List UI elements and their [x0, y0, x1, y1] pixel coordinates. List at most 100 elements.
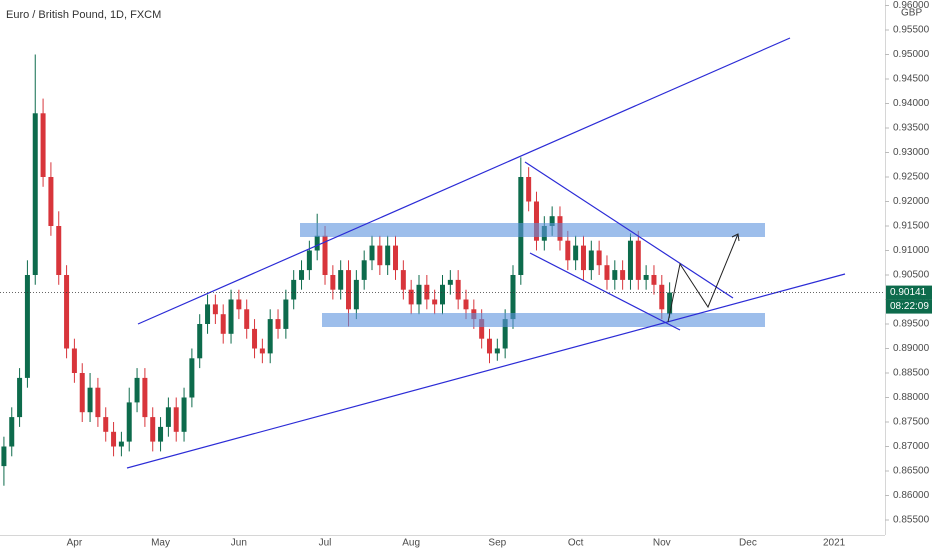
y-tick-label: 0.92500: [893, 172, 930, 183]
last-price-label: 0.90141: [890, 287, 927, 298]
candle-body: [40, 113, 46, 177]
x-tick-label: Dec: [739, 538, 757, 549]
candle-body: [48, 176, 54, 226]
candle-body: [150, 417, 156, 442]
arrow-head: [731, 233, 740, 242]
candle-body: [205, 304, 211, 324]
y-tick-label: 0.89000: [893, 343, 930, 354]
y-tick-label: 0.89500: [893, 319, 930, 330]
y-tick-label: 0.88500: [893, 368, 930, 379]
y-tick-label: 0.90500: [893, 270, 930, 281]
candle-body: [291, 279, 297, 300]
candle-body: [565, 240, 571, 261]
candle-body: [228, 299, 234, 334]
candle-body: [369, 245, 375, 261]
candle-body: [165, 407, 171, 427]
candle-body: [479, 319, 485, 339]
candle-body: [1, 446, 7, 467]
candle-body: [118, 441, 124, 447]
candle-body: [416, 284, 422, 305]
candle-body: [588, 250, 594, 271]
candle-body: [64, 274, 70, 349]
candle-body: [142, 377, 148, 418]
y-tick-label: 0.94000: [893, 98, 930, 109]
candle-body: [659, 284, 665, 310]
x-tick-label: Jun: [231, 538, 247, 549]
candle-body: [56, 225, 62, 275]
candle-body: [494, 348, 500, 354]
symbol-title: Euro / British Pound, 1D, FXCM: [6, 9, 161, 21]
candle-body: [627, 240, 633, 280]
time-axis: [0, 535, 885, 550]
candle-body: [486, 338, 492, 354]
y-tick-label: 0.94500: [893, 74, 930, 85]
y-axis: 0.85500 0.86000 0.86500 0.87000 0.87500 0.880…: [885, 0, 930, 526]
candle-body: [158, 426, 164, 442]
candle-body: [236, 299, 242, 310]
y-tick-label: 0.93000: [893, 147, 930, 158]
candle-body: [173, 407, 179, 432]
candle-body: [377, 245, 383, 266]
candle-body: [533, 201, 539, 241]
candle-body: [432, 299, 438, 305]
candle-body: [651, 274, 657, 285]
candle-body: [526, 176, 532, 202]
resistance-zone: [300, 223, 765, 237]
candle-body: [385, 245, 391, 266]
x-tick-label: Sep: [488, 538, 506, 549]
candle-body: [455, 279, 461, 300]
candle-body: [267, 319, 273, 354]
candle-body: [408, 289, 414, 305]
y-tick-label: 0.88000: [893, 392, 930, 403]
x-tick-label: Nov: [653, 538, 671, 549]
candle-body: [306, 250, 312, 271]
candle-body: [463, 299, 469, 310]
candle-body: [252, 328, 258, 349]
candle-body: [393, 245, 399, 271]
candle-body: [635, 240, 641, 280]
candle-body: [400, 270, 406, 290]
y-tick-label: 0.95500: [893, 25, 930, 36]
y-tick-label: 0.92000: [893, 196, 930, 207]
candle-body: [346, 270, 352, 310]
x-tick-label: 2021: [823, 538, 846, 549]
y-tick-label: 0.85500: [893, 515, 930, 526]
countdown-box: [886, 299, 932, 314]
candles: [1, 54, 673, 486]
candle-body: [24, 274, 30, 378]
candle-body: [32, 113, 38, 275]
candle-body: [424, 284, 430, 300]
candle-body: [440, 284, 445, 305]
candle-body: [259, 348, 265, 354]
y-tick-label: 0.87000: [893, 441, 930, 452]
candle-body: [134, 377, 140, 403]
candle-body: [314, 235, 320, 251]
x-axis: Apr May Jun Jul Aug Sep Oct Nov Dec 2021: [67, 538, 846, 549]
candle-body: [111, 431, 117, 447]
y-tick-label: 0.86000: [893, 490, 930, 501]
candle-body: [330, 274, 336, 290]
candle-body: [103, 417, 109, 432]
candle-body: [212, 304, 218, 315]
candle-body: [95, 387, 101, 418]
candle-body: [612, 270, 618, 280]
candle-body: [549, 216, 555, 226]
candle-body: [604, 265, 610, 280]
candle-body: [361, 260, 367, 280]
candle-body: [9, 417, 15, 447]
price-axis: [885, 0, 932, 550]
candle-body: [126, 402, 132, 442]
candle-body: [299, 270, 305, 280]
candle-body: [283, 299, 289, 329]
candle-body: [275, 319, 281, 329]
candle-body: [17, 377, 23, 418]
candle-body: [71, 348, 77, 374]
y-tick-label: 0.93500: [893, 123, 930, 134]
y-tick-label: 0.95000: [893, 49, 930, 60]
lower-trendline: [126, 273, 846, 469]
projection-path: [667, 233, 739, 323]
candle-body: [197, 323, 203, 359]
candle-body: [620, 270, 626, 280]
